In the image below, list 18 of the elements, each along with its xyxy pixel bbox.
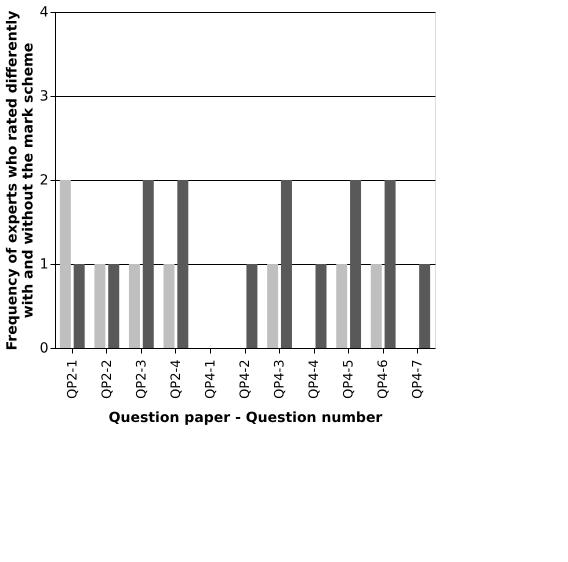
x-tick-label: QP2-3 <box>134 360 150 399</box>
y-axis-title: Frequency of experts who rated differently with and without the mark scheme <box>4 10 37 350</box>
y-tick-label: 3 <box>40 88 48 104</box>
y-tick-label: 1 <box>40 256 48 272</box>
x-axis-title: Question paper - Question number <box>108 410 382 426</box>
x-tick-label: QP4-1 <box>203 360 218 399</box>
x-tick-label: QP2-4 <box>168 360 184 399</box>
x-tick-label: QP4-7 <box>410 360 426 399</box>
x-tick-label: QP4-3 <box>272 360 288 399</box>
x-tick-label: QP2-2 <box>100 360 115 399</box>
y-tick-label: 0 <box>40 340 48 356</box>
x-tick-label: QP4-2 <box>238 360 253 399</box>
x-tick-label: QP4-6 <box>376 360 392 399</box>
x-tick-label: QP4-5 <box>342 360 357 399</box>
x-tick-label: QP2-1 <box>65 360 80 399</box>
y-tick-label: 2 <box>40 172 48 188</box>
y-tick-label: 4 <box>40 4 49 20</box>
x-tick-label: QP4-4 <box>307 360 322 399</box>
